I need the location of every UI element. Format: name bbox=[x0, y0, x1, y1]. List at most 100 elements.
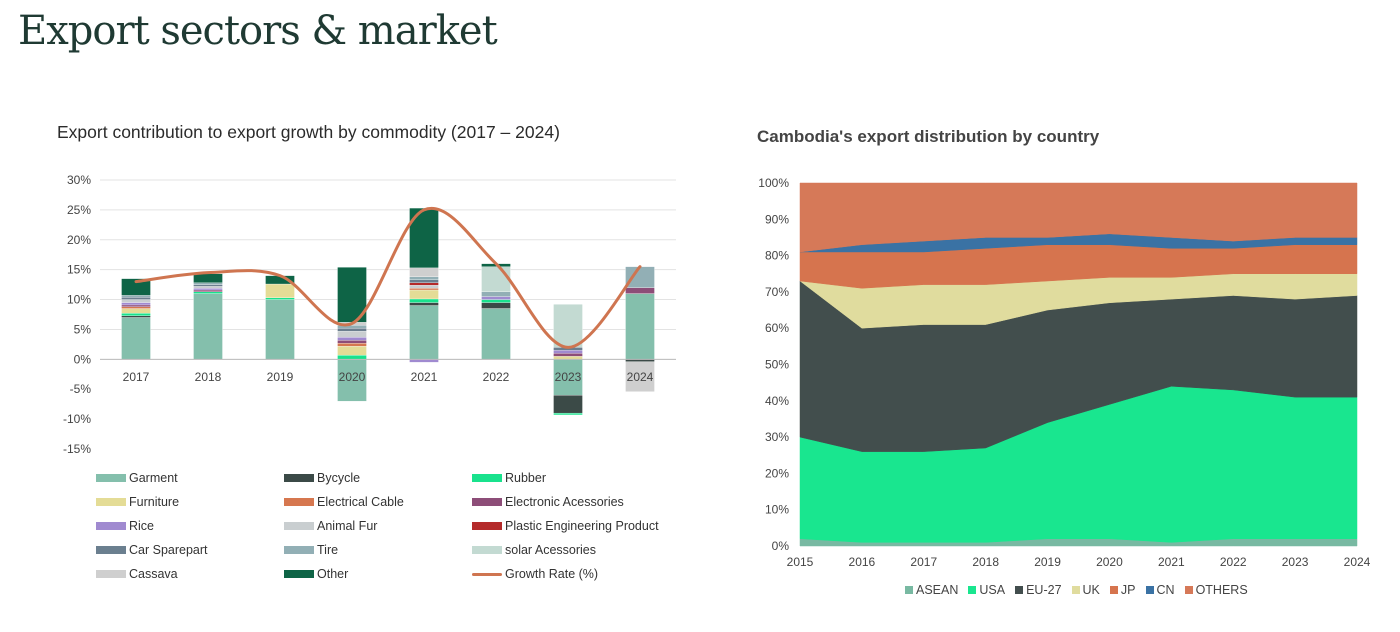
legend-swatch bbox=[1015, 586, 1024, 594]
y-tick-label: 60% bbox=[765, 321, 789, 335]
legend-swatch bbox=[96, 570, 126, 578]
y-tick-label: -10% bbox=[63, 412, 91, 426]
y-tick-label: 25% bbox=[67, 203, 91, 217]
y-tick-label: 100% bbox=[758, 176, 789, 190]
y-tick-label: 90% bbox=[765, 212, 789, 226]
bar-solar-acessories-2023 bbox=[553, 304, 583, 348]
legend-item-car-sparepart: Car Sparepart bbox=[96, 542, 284, 558]
legend-label: solar Acessories bbox=[505, 543, 597, 557]
x-tick-label: 2023 bbox=[1282, 555, 1309, 569]
x-tick-label: 2021 bbox=[411, 370, 438, 384]
bar-tire-2018 bbox=[193, 282, 223, 285]
legend-swatch bbox=[472, 474, 502, 482]
bar-garment-2022 bbox=[481, 308, 511, 360]
x-tick-label: 2018 bbox=[972, 555, 999, 569]
legend-swatch bbox=[284, 546, 314, 554]
legend-swatch bbox=[1145, 586, 1154, 594]
legend-item-jp: JP bbox=[1109, 583, 1136, 597]
legend-item-plastic-engineering-product: Plastic Engineering Product bbox=[472, 518, 676, 534]
bar-animal-fur-2017 bbox=[121, 299, 151, 303]
bar-animal-fur-2021 bbox=[409, 285, 439, 289]
bar-rubber-2021 bbox=[409, 298, 439, 303]
legend-label: Furniture bbox=[129, 495, 180, 509]
bar-animal-fur-2020 bbox=[337, 331, 367, 338]
bar-garment-2021 bbox=[409, 305, 439, 360]
y-tick-label: 50% bbox=[765, 358, 789, 372]
x-tick-label: 2019 bbox=[267, 370, 294, 384]
legend-label: ASEAN bbox=[916, 583, 959, 597]
bar-rice-2023 bbox=[553, 350, 583, 354]
bar-electronic-acessories-2023 bbox=[553, 353, 583, 357]
y-tick-label: 40% bbox=[765, 394, 789, 408]
legend-swatch bbox=[284, 498, 314, 506]
legend-swatch bbox=[472, 498, 502, 506]
x-tick-label: 2021 bbox=[1158, 555, 1185, 569]
x-tick-label: 2017 bbox=[123, 370, 150, 384]
y-tick-label: -5% bbox=[70, 382, 92, 396]
bar-furniture-2017 bbox=[121, 308, 151, 314]
legend-item-rice: Rice bbox=[96, 518, 284, 534]
y-tick-label: 30% bbox=[67, 173, 91, 187]
legend-swatch bbox=[472, 522, 502, 530]
growth-rate-line bbox=[134, 206, 642, 349]
bar-cassava-2024 bbox=[625, 361, 655, 392]
area-others bbox=[799, 182, 1358, 253]
legend-swatch bbox=[472, 572, 502, 576]
legend-item-tire: Tire bbox=[284, 542, 472, 558]
bar-bycycle-2023 bbox=[553, 395, 583, 414]
bar-rice-2018 bbox=[193, 288, 223, 291]
bar-rubber-2017 bbox=[121, 313, 151, 316]
legend-label: Bycycle bbox=[317, 471, 361, 485]
legend-label: Electronic Acessories bbox=[505, 495, 624, 509]
x-tick-label: 2024 bbox=[1344, 555, 1371, 569]
bar-rice-2020 bbox=[337, 337, 367, 341]
x-tick-label: 2017 bbox=[910, 555, 937, 569]
y-tick-label: 10% bbox=[67, 293, 91, 307]
bar-furniture-2019 bbox=[265, 283, 295, 298]
legend-swatch bbox=[284, 570, 314, 578]
legend-swatch bbox=[96, 474, 126, 482]
legend-label: USA bbox=[979, 583, 1006, 597]
bar-plastic-engineering-product-2021 bbox=[409, 282, 439, 286]
x-tick-label: 2022 bbox=[1220, 555, 1247, 569]
x-tick-label: 2022 bbox=[483, 370, 510, 384]
bar-furniture-2021 bbox=[409, 289, 439, 300]
legend-label: Animal Fur bbox=[317, 519, 378, 533]
legend-item-eu-27: EU-27 bbox=[1015, 583, 1062, 597]
legend-label: Garment bbox=[129, 471, 178, 485]
bar-electronic-acessories-2024 bbox=[625, 287, 655, 294]
legend-swatch bbox=[1071, 586, 1080, 594]
x-tick-label: 2018 bbox=[195, 370, 222, 384]
legend-item-bycycle: Bycycle bbox=[284, 470, 472, 486]
bar-electrical-cable-2017 bbox=[121, 306, 151, 309]
bar-electrical-cable-2021 bbox=[409, 288, 439, 291]
legend-swatch bbox=[968, 586, 977, 594]
bar-electronic-acessories-2020 bbox=[337, 340, 367, 344]
legend-swatch bbox=[96, 546, 126, 554]
x-tick-label: 2019 bbox=[1034, 555, 1061, 569]
bar-bycycle-2021 bbox=[409, 302, 439, 306]
legend-item-usa: USA bbox=[968, 583, 1005, 597]
legend-label: EU-27 bbox=[1026, 583, 1062, 597]
legend-item-rubber: Rubber bbox=[472, 470, 676, 486]
chart-2-legend: ASEAN USA EU-27 UK JP CN OTHERS bbox=[905, 583, 1258, 597]
legend-label: Plastic Engineering Product bbox=[505, 519, 659, 533]
y-tick-label: 20% bbox=[67, 233, 91, 247]
bar-bycycle-2017 bbox=[121, 315, 151, 318]
legend-item-electrical-cable: Electrical Cable bbox=[284, 494, 472, 510]
legend-item-others: OTHERS bbox=[1184, 583, 1248, 597]
legend-label: OTHERS bbox=[1195, 583, 1248, 597]
x-tick-label: 2016 bbox=[849, 555, 876, 569]
legend-item-growth-rate: Growth Rate (%) bbox=[472, 566, 676, 582]
y-tick-label: 20% bbox=[765, 466, 789, 480]
y-tick-label: 5% bbox=[74, 322, 92, 336]
legend-label: UK bbox=[1082, 583, 1100, 597]
country-distribution-chart: 100% 90% 80% 70% 60% 50% 40% 30% 20% 10% 0% 2015 201… bbox=[758, 176, 1371, 569]
x-tick-label: 2020 bbox=[339, 370, 366, 384]
bar-tire-2021 bbox=[409, 276, 439, 280]
bar-tire-2024 bbox=[625, 266, 655, 288]
legend-item-garment: Garment bbox=[96, 470, 284, 486]
bar-electronic-acessories-2017 bbox=[121, 304, 151, 307]
bar-other-2018 bbox=[193, 273, 223, 283]
legend-label: Rice bbox=[129, 519, 155, 533]
